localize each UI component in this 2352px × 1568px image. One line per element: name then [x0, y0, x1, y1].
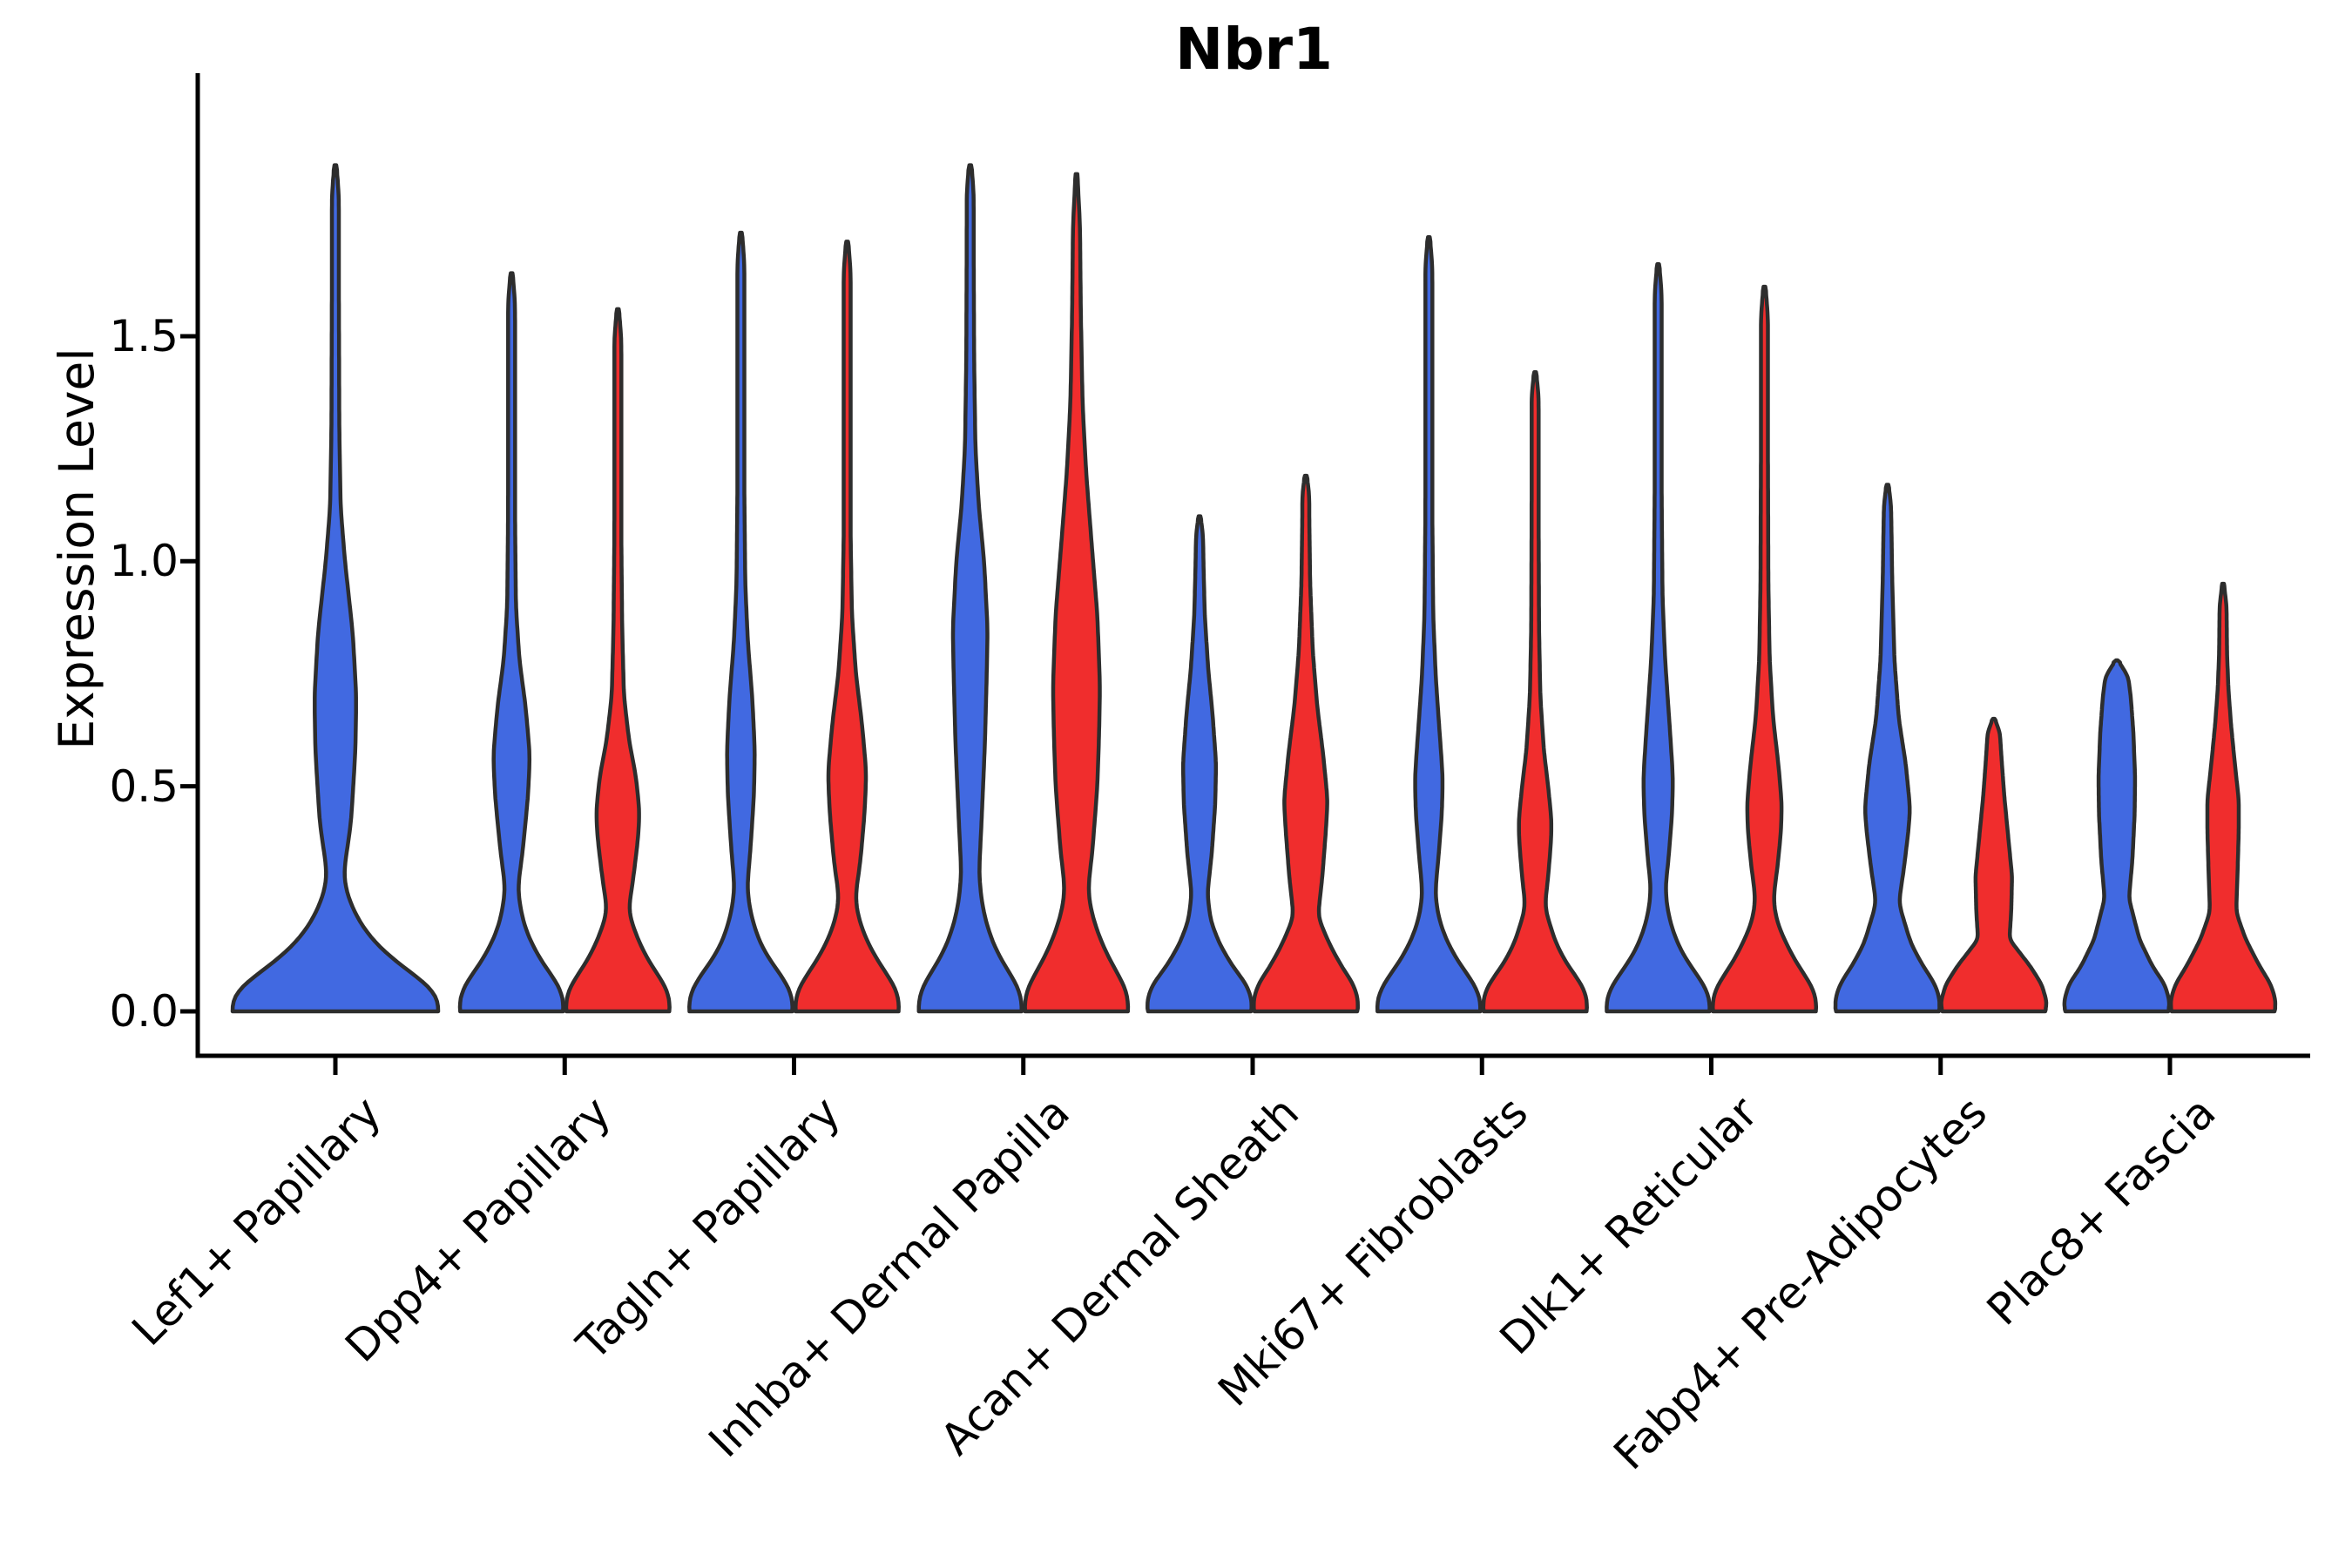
y-tick-label-0.5: 0.5 — [109, 760, 179, 812]
violin-inhba-dermal-papilla-blue — [916, 163, 1024, 1014]
y-tick-label-1.0: 1.0 — [109, 536, 179, 587]
violin-fabp4-pre-adipocytes-blue — [1833, 483, 1942, 1014]
violin-plac8-fascia-blue — [2062, 658, 2172, 1014]
violin-dpp4-papillary-red — [564, 307, 672, 1014]
plot-title: Nbr1 — [1175, 16, 1333, 83]
violin-lef1-papillary-blue — [230, 163, 441, 1014]
violin-tagln-papillary-blue — [687, 230, 794, 1014]
violin-acan-dermal-sheath-red — [1252, 473, 1360, 1014]
violin-tagln-papillary-red — [794, 240, 901, 1014]
violin-inhba-dermal-papilla-red — [1023, 172, 1131, 1014]
violin-dpp4-papillary-blue — [457, 271, 565, 1014]
violin-mki67-fibroblasts-red — [1481, 370, 1589, 1014]
violin-dlk1-reticular-red — [1710, 284, 1819, 1014]
y-tick-label-0.0: 0.0 — [109, 986, 179, 1037]
y-tick-label-1.5: 1.5 — [109, 310, 179, 362]
violin-acan-dermal-sheath-blue — [1146, 514, 1254, 1014]
violin-plac8-fascia-red — [2168, 581, 2278, 1014]
violin-mki67-fibroblasts-blue — [1375, 235, 1483, 1014]
violin-dlk1-reticular-blue — [1605, 262, 1712, 1014]
violin-fabp4-pre-adipocytes-red — [1939, 716, 2049, 1014]
